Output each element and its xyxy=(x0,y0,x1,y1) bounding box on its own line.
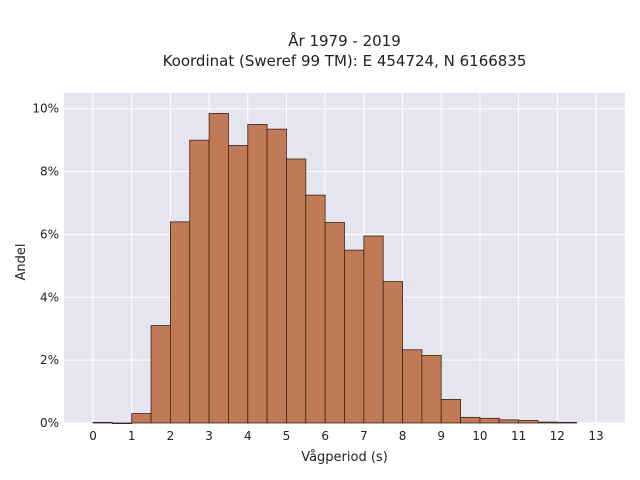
histogram-bar xyxy=(324,222,345,424)
histogram-bar xyxy=(92,421,113,424)
histogram-bar xyxy=(479,417,500,424)
x-tick-label: 3 xyxy=(205,429,213,443)
x-tick-label: 6 xyxy=(321,429,329,443)
x-tick-label: 7 xyxy=(360,429,368,443)
y-tick-label: 0% xyxy=(40,416,59,430)
histogram-bar xyxy=(382,281,403,424)
histogram-bars xyxy=(92,113,578,425)
histogram-bar xyxy=(537,421,558,424)
histogram-bar xyxy=(228,145,249,424)
y-tick-label: 8% xyxy=(40,165,59,179)
histogram-bar xyxy=(344,249,365,424)
histogram-bar xyxy=(460,416,481,424)
histogram-bar xyxy=(363,235,384,424)
x-tick-label: 11 xyxy=(511,429,526,443)
chart-title-line2: Koordinat (Sweref 99 TM): E 454724, N 61… xyxy=(163,52,527,70)
y-tick-label: 2% xyxy=(40,353,59,367)
x-axis-ticks: 0 1 2 3 4 5 6 7 8 9 10 11 12 13 xyxy=(89,429,603,443)
x-tick-label: 9 xyxy=(437,429,445,443)
histogram-bar xyxy=(150,325,171,424)
histogram-bar xyxy=(208,113,229,424)
x-tick-label: 5 xyxy=(283,429,291,443)
y-axis-ticks: 0% 2% 4% 6% 8% 10% xyxy=(32,102,59,430)
x-tick-label: 2 xyxy=(167,429,175,443)
histogram-bar xyxy=(286,158,307,424)
x-tick-label: 8 xyxy=(399,429,407,443)
x-tick-label: 4 xyxy=(244,429,252,443)
histogram-bar xyxy=(402,349,423,424)
histogram-bar xyxy=(169,221,191,424)
histogram-bar xyxy=(440,399,461,424)
histogram-bar xyxy=(189,139,210,424)
y-tick-label: 10% xyxy=(32,102,59,116)
y-tick-label: 4% xyxy=(40,290,59,304)
x-axis-label: Vågperiod (s) xyxy=(301,450,388,465)
histogram-bar xyxy=(421,355,442,424)
histogram-bar xyxy=(266,128,287,424)
histogram-bar xyxy=(518,420,539,424)
x-tick-label: 10 xyxy=(472,429,487,443)
histogram-bar xyxy=(556,421,578,424)
x-tick-label: 1 xyxy=(128,429,136,443)
histogram-bar xyxy=(247,124,268,424)
histogram-bar xyxy=(131,413,152,424)
histogram-bar xyxy=(111,422,133,425)
x-tick-label: 0 xyxy=(89,429,97,443)
y-tick-label: 6% xyxy=(40,227,59,241)
x-tick-label: 13 xyxy=(588,429,603,443)
histogram-bar xyxy=(498,419,520,424)
y-axis-label: Andel xyxy=(14,244,29,281)
chart-title-line1: År 1979 - 2019 xyxy=(288,31,401,50)
x-tick-label: 12 xyxy=(550,429,565,443)
histogram-bar xyxy=(305,194,326,424)
